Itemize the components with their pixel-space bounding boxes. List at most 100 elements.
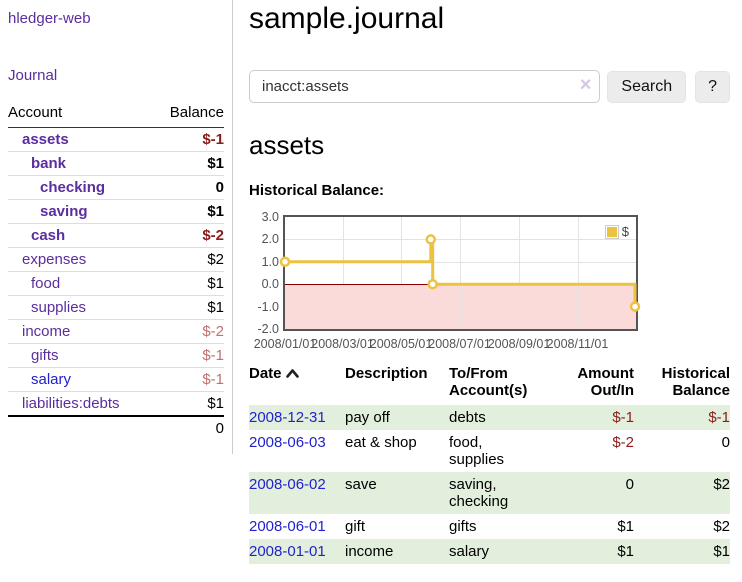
x-axis-tick-label: 2008/09/01 xyxy=(487,337,551,351)
account-cell: assets xyxy=(8,128,153,152)
register-accounts-cell: gifts xyxy=(449,518,477,535)
account-link-expenses[interactable]: expenses xyxy=(22,251,87,268)
y-axis-tick-label: -1.0 xyxy=(257,299,279,314)
search-form: × Search ? xyxy=(249,70,730,103)
register-header-date-label: Date xyxy=(249,365,282,382)
account-link-checking[interactable]: checking xyxy=(40,179,106,196)
register-header-description: Description xyxy=(345,365,428,382)
legend-swatch xyxy=(606,226,617,237)
register-header-accounts: To/From Account(s) xyxy=(449,365,528,399)
register-date-cell: 2008-06-02 xyxy=(249,472,345,514)
account-balance: $1 xyxy=(153,391,224,416)
vertical-gridline xyxy=(342,217,344,329)
register-accounts-cell: salary xyxy=(449,543,490,560)
register-accounts-cell: food, supplies xyxy=(449,434,505,468)
chart-legend: $ xyxy=(604,224,629,239)
accounts-total-row: 0 xyxy=(8,415,224,440)
account-cell: checking xyxy=(8,175,154,200)
clear-search-icon[interactable]: × xyxy=(579,74,592,96)
transaction-date-link[interactable]: 2008-06-02 xyxy=(249,476,326,493)
x-axis-tick-label: 2008/01/01 xyxy=(253,337,317,351)
register-header-amount: Amount Out/In xyxy=(577,365,634,399)
account-balance: $1 xyxy=(153,271,224,296)
vertical-gridline xyxy=(401,217,403,329)
account-cell: bank xyxy=(8,151,154,176)
account-balance: $-1 xyxy=(202,131,224,148)
account-link-bank[interactable]: bank xyxy=(31,155,67,172)
register-date-cell: 2008-06-03 xyxy=(249,430,345,472)
search-button[interactable]: Search xyxy=(607,70,687,103)
account-balance: $-1 xyxy=(153,343,224,368)
horizontal-gridline xyxy=(285,306,636,308)
account-row: assets $-1 xyxy=(8,128,224,152)
register-balance-cell: $2 xyxy=(713,476,730,493)
transaction-date-link[interactable]: 2008-01-01 xyxy=(249,543,326,560)
page-title: sample.journal xyxy=(249,2,445,35)
accounts-table: Account Balance assets $-1 bank $1 checking 0… xyxy=(8,100,224,440)
account-balance: $1 xyxy=(153,295,224,320)
sidebar: hledger-web Journal Account Balance asse… xyxy=(0,0,233,454)
y-axis-tick-label: 2.0 xyxy=(261,232,279,247)
chart-title: Historical Balance: xyxy=(249,182,385,199)
y-axis-tick-label: -2.0 xyxy=(257,322,279,336)
account-link-cash[interactable]: cash xyxy=(31,227,66,244)
account-balance: $1 xyxy=(153,199,224,224)
account-link-gifts[interactable]: gifts xyxy=(31,347,59,364)
account-row: food $1 xyxy=(8,271,224,296)
chart-plot-area: $ xyxy=(279,215,641,331)
transaction-date-link[interactable]: 2008-12-31 xyxy=(249,409,326,426)
register-balance-cell: $1 xyxy=(713,543,730,560)
balance-line-series xyxy=(279,234,641,312)
transaction-date-link[interactable]: 2008-06-01 xyxy=(249,518,326,535)
account-row: checking 0 xyxy=(8,175,224,200)
balance-step-line xyxy=(285,237,637,307)
register-description-cell: save xyxy=(345,476,377,493)
account-link-liabilities:debts[interactable]: liabilities:debts xyxy=(22,395,120,412)
accounts-total-value: 0 xyxy=(153,415,224,440)
account-link-assets[interactable]: assets xyxy=(22,131,69,148)
account-row: bank $1 xyxy=(8,151,224,176)
search-input[interactable] xyxy=(249,70,601,103)
register-header-row: Date Description To/From Account(s) Amou… xyxy=(249,363,730,405)
account-balance: $-2 xyxy=(153,223,224,248)
vertical-gridline xyxy=(459,217,461,329)
account-link-salary[interactable]: salary xyxy=(31,371,72,388)
account-row: expenses $2 xyxy=(8,247,224,272)
register-header-balance: Historical Balance xyxy=(661,365,730,399)
register-amount-cell: $1 xyxy=(617,518,634,535)
register-row: 2008-06-03 eat & shop food, supplies $-2 0 xyxy=(249,430,730,472)
vertical-gridline xyxy=(519,217,520,329)
register-description-cell: income xyxy=(345,543,394,560)
account-row: cash $-2 xyxy=(8,223,224,248)
account-link-supplies[interactable]: supplies xyxy=(31,299,87,316)
sidebar-item-journal[interactable]: Journal xyxy=(8,67,58,84)
account-cell: cash xyxy=(8,223,154,248)
data-point-marker xyxy=(425,234,437,245)
main-content: sample.journal × Search ? assets Histori… xyxy=(233,0,742,582)
account-cell: saving xyxy=(8,199,154,224)
account-cell: expenses xyxy=(8,247,154,272)
register-amount-cell: $1 xyxy=(617,543,634,560)
account-cell: food xyxy=(8,271,154,296)
register-row: 2008-01-01 income salary $1 $1 xyxy=(249,539,730,564)
register-amount-cell: 0 xyxy=(625,476,634,493)
register-description-cell: eat & shop xyxy=(345,434,417,451)
account-link-income[interactable]: income xyxy=(22,323,71,340)
y-axis-tick-label: 0.0 xyxy=(261,277,279,292)
register-row: 2008-12-31 pay off debts $-1 $-1 xyxy=(249,405,730,430)
transaction-date-link[interactable]: 2008-06-03 xyxy=(249,434,326,451)
account-link-food[interactable]: food xyxy=(31,275,61,292)
account-balance: $1 xyxy=(153,151,224,176)
account-balance: $-1 xyxy=(153,367,224,392)
account-link-saving[interactable]: saving xyxy=(40,203,88,220)
register-table: Date Description To/From Account(s) Amou… xyxy=(249,363,730,564)
register-header-date[interactable]: Date xyxy=(249,363,345,405)
horizontal-gridline xyxy=(285,239,636,241)
y-axis-tick-label: 3.0 xyxy=(261,210,279,224)
register-balance-cell: $-1 xyxy=(708,409,730,426)
legend-swatch-border xyxy=(604,224,619,239)
help-button[interactable]: ? xyxy=(695,70,730,103)
app-brand-link[interactable]: hledger-web xyxy=(8,10,91,27)
y-axis-tick-label: 1.0 xyxy=(261,254,279,269)
